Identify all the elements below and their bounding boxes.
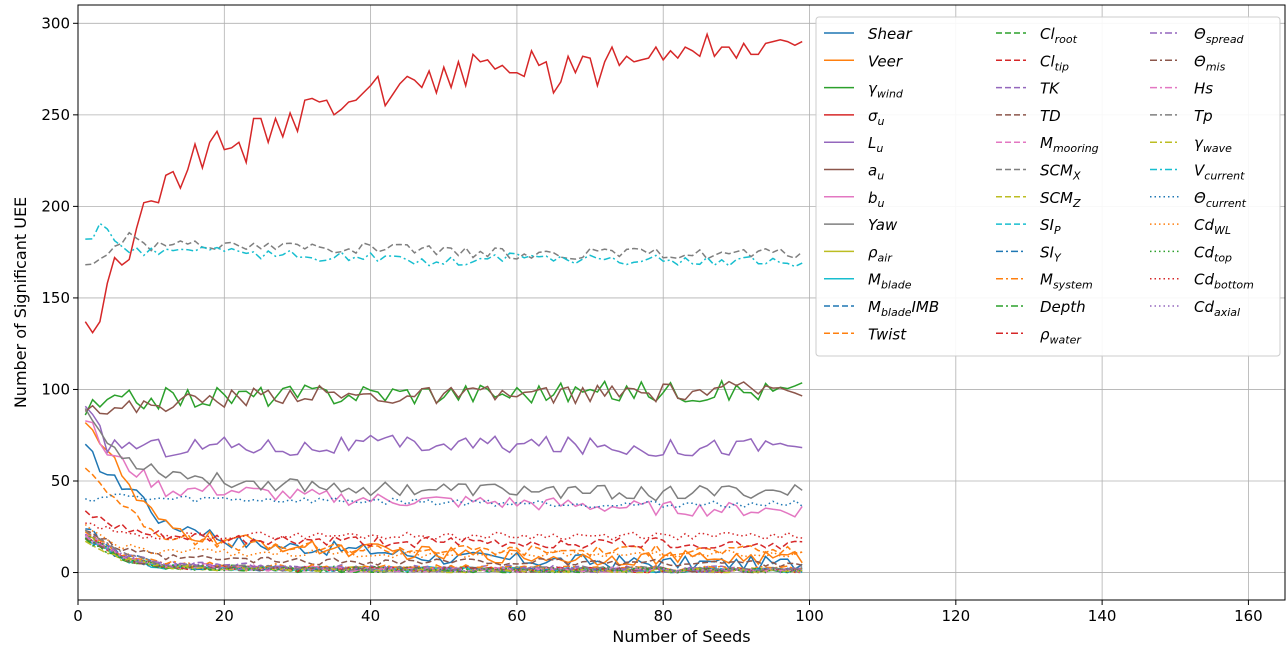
- legend-label: Cdbottom: [1194, 271, 1254, 292]
- legend-label: SCMX: [1040, 162, 1081, 183]
- legend-label: Vcurrent: [1194, 162, 1245, 183]
- x-tick-label: 120: [941, 607, 970, 625]
- legend-label: SCMZ: [1040, 189, 1081, 210]
- x-tick-label: 40: [361, 607, 380, 625]
- legend-label: Θmis: [1194, 52, 1226, 73]
- series-line: [85, 529, 803, 568]
- legend-label: Θcurrent: [1194, 189, 1247, 210]
- series-lines: [84, 31, 803, 574]
- series-line: [85, 522, 803, 541]
- x-tick-label: 100: [795, 607, 824, 625]
- series-line: [84, 510, 803, 550]
- y-tick-label: 100: [41, 380, 70, 398]
- legend-label: CdWL: [1194, 216, 1231, 237]
- y-tick-label: 150: [41, 289, 70, 307]
- series-line: [85, 231, 803, 266]
- y-tick-label: 250: [41, 106, 70, 124]
- series-line: [84, 408, 803, 502]
- legend: Shear Veer γwind σu Lu au bu Yaw ρair Mblade Mblad…: [815, 16, 1281, 357]
- plot-frame: [77, 4, 1286, 601]
- series-line: [84, 31, 803, 335]
- legend-label: Twist: [868, 325, 907, 343]
- legend-label: Lu: [868, 134, 883, 155]
- legend-label: Cdaxial: [1194, 298, 1240, 319]
- series-line: [85, 420, 803, 518]
- legend-label: Θspread: [1194, 25, 1245, 46]
- legend-label: Msystem: [1040, 271, 1093, 292]
- legend-label: TK: [1040, 80, 1060, 98]
- legend-label: Tp: [1194, 107, 1213, 125]
- legend-label: Shear: [868, 25, 912, 43]
- series-line: [84, 523, 803, 559]
- legend-label: γwind: [868, 80, 904, 101]
- legend-label: Clroot: [1040, 25, 1078, 46]
- legend-label: σu: [868, 107, 885, 128]
- legend-label: Cltip: [1040, 52, 1069, 73]
- tick-labels: 0 20 40 60 80 100 120 140 160 0 50 100 150 200 250 300: [41, 14, 1262, 625]
- legend-label: ρair: [868, 243, 893, 264]
- legend-label: TD: [1040, 107, 1061, 125]
- legend-box: [815, 16, 1281, 357]
- x-tick-label: 60: [507, 607, 526, 625]
- series-line: [84, 529, 803, 573]
- y-tick-label: 300: [41, 14, 70, 32]
- x-tick-label: 20: [215, 607, 234, 625]
- y-tick-label: 0: [60, 564, 70, 582]
- series-line: [84, 537, 803, 574]
- x-tick-label: 160: [1234, 607, 1263, 625]
- x-tick-label: 140: [1088, 607, 1117, 625]
- x-tick-label: 80: [654, 607, 673, 625]
- y-tick-label: 200: [41, 197, 70, 215]
- legend-label: ρwater: [1040, 325, 1082, 346]
- legend-label: Mblade: [868, 271, 912, 292]
- axes: [77, 4, 1286, 601]
- series-line: [84, 405, 803, 458]
- series-line: [84, 531, 803, 572]
- legend-label: bu: [868, 189, 885, 210]
- legend-label: Mmooring: [1040, 134, 1099, 155]
- x-axis-title: Number of Seeds: [612, 627, 750, 646]
- x-tick-label: 0: [73, 607, 83, 625]
- legend-label: MbladeIMB: [868, 298, 939, 319]
- y-tick-label: 50: [51, 472, 70, 490]
- series-line: [84, 380, 803, 415]
- legend-label: Veer: [868, 52, 903, 70]
- legend-label: SIY: [1040, 243, 1062, 264]
- legend-label: SIP: [1040, 216, 1061, 237]
- series-line: [85, 493, 803, 509]
- series-line: [84, 378, 803, 416]
- legend-label: au: [868, 162, 884, 183]
- legend-label: Cdtop: [1194, 243, 1232, 264]
- legend-label: Depth: [1040, 298, 1086, 316]
- y-axis-title: Number of Significant UEE: [11, 197, 30, 408]
- legend-label: γwave: [1194, 134, 1232, 155]
- series-line: [85, 222, 803, 268]
- legend-label: Hs: [1194, 80, 1213, 98]
- legend-label: Yaw: [868, 216, 898, 234]
